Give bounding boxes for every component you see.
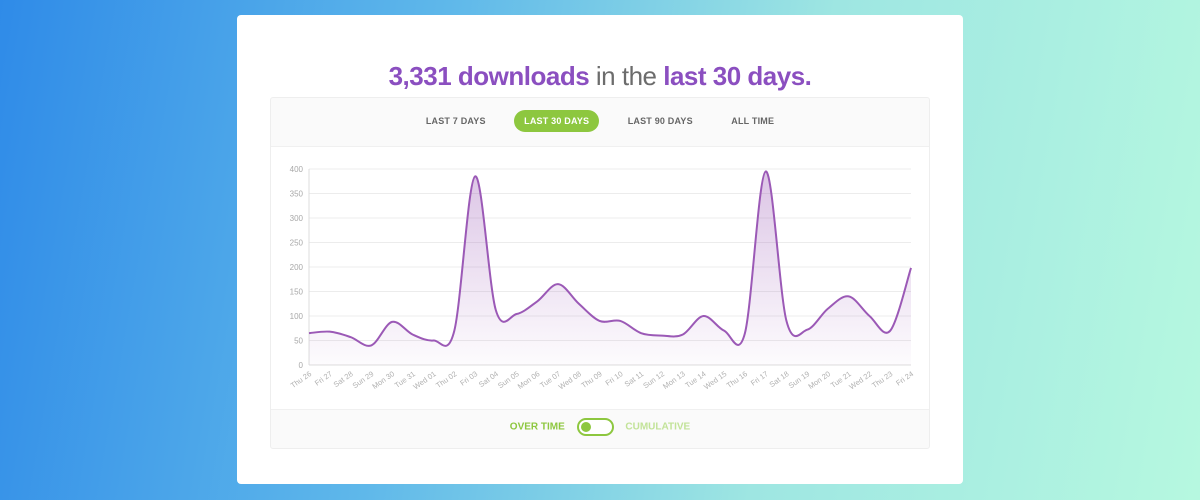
data-point [909, 266, 913, 270]
tab-last-30-days[interactable]: LAST 30 DAYS [514, 110, 600, 132]
data-point [349, 335, 353, 339]
x-tick-label: Mon 30 [371, 369, 397, 391]
x-tick-label: Mon 06 [516, 369, 542, 391]
x-tick-label: Wed 15 [702, 369, 728, 391]
headline: 3,331 downloads in the last 30 days. [237, 61, 963, 92]
data-point [826, 307, 830, 311]
y-tick-label: 100 [290, 312, 304, 321]
x-tick-label: Sat 11 [623, 369, 645, 388]
x-tick-label: Sun 29 [351, 369, 376, 390]
x-tick-label: Fri 24 [894, 369, 915, 387]
data-point [432, 339, 436, 343]
data-point [888, 329, 892, 333]
data-point [577, 302, 581, 306]
y-tick-label: 200 [290, 263, 304, 272]
data-point [681, 333, 685, 337]
data-point [660, 334, 664, 338]
tab-last-90-days[interactable]: LAST 90 DAYS [627, 116, 693, 126]
data-point [867, 314, 871, 318]
downloads-card: 3,331 downloads in the last 30 days. LAS… [237, 15, 963, 484]
y-tick-label: 0 [299, 361, 304, 370]
y-tick-label: 400 [290, 165, 304, 174]
x-tick-label: Sun 12 [641, 369, 666, 390]
data-point [515, 312, 519, 316]
y-tick-label: 50 [294, 337, 303, 346]
x-tick-label: Sat 28 [332, 369, 355, 389]
data-point [701, 314, 705, 318]
data-point [598, 319, 602, 323]
data-point [618, 319, 622, 323]
toggle-knob [580, 422, 591, 432]
data-point [328, 330, 332, 334]
x-tick-label: Fri 27 [313, 369, 334, 387]
data-point [805, 328, 809, 332]
x-tick-label: Mon 20 [806, 369, 832, 391]
data-point [307, 331, 311, 335]
x-tick-label: Mon 13 [661, 369, 687, 391]
plot-area: 0 50 100 150 200 250 300 350 400 Thu 26 Fri 27 Sat … [271, 146, 929, 410]
x-tick-label: Fri 10 [604, 369, 625, 387]
y-tick-label: 150 [290, 288, 304, 297]
data-point [847, 294, 851, 298]
tab-last-7-days[interactable]: LAST 7 DAYS [425, 116, 486, 126]
cumulative-label[interactable]: CUMULATIVE [625, 421, 691, 433]
x-tick-label: Sat 04 [477, 369, 500, 389]
x-tick-label: Sun 19 [787, 369, 812, 390]
data-point [369, 343, 373, 347]
data-point [722, 329, 726, 333]
y-tick-label: 250 [290, 239, 304, 248]
data-point [784, 319, 788, 323]
headline-count: 3,331 downloads [388, 61, 590, 91]
headline-middle: in the [589, 61, 664, 91]
over-time-label[interactable]: OVER TIME [509, 421, 565, 433]
chart-panel: LAST 7 DAYS LAST 30 DAYS LAST 90 DAYS AL… [270, 97, 930, 449]
data-point [473, 174, 477, 178]
x-tick-label: Thu 02 [434, 369, 458, 390]
x-tick-label: Fri 17 [749, 369, 770, 387]
series-area [309, 171, 911, 365]
data-point [639, 331, 643, 335]
x-tick-label: Thu 23 [870, 369, 894, 390]
x-tick-label: Wed 22 [847, 369, 873, 391]
data-point [390, 320, 394, 324]
data-point [743, 331, 747, 335]
x-tick-label: Thu 16 [725, 369, 749, 390]
data-point [535, 299, 539, 303]
y-tick-label: 350 [290, 190, 304, 199]
data-point [764, 169, 768, 173]
x-tick-label: Sun 05 [496, 369, 521, 390]
x-tick-label: Fri 03 [458, 369, 479, 387]
series-line [308, 170, 912, 347]
y-tick-label: 300 [290, 214, 304, 223]
headline-period: last 30 days. [663, 61, 812, 91]
x-tick-label: Wed 08 [557, 369, 583, 391]
data-point [494, 308, 498, 312]
tab-all-time[interactable]: ALL TIME [731, 116, 775, 126]
x-tick-label: Wed 01 [411, 369, 437, 391]
data-point [411, 333, 415, 337]
view-toggle: OVER TIME CUMULATIVE [271, 418, 929, 436]
x-tick-label: Thu 26 [289, 369, 313, 390]
x-tick-label: Thu 09 [579, 369, 603, 390]
cumulative-toggle-switch[interactable] [576, 418, 614, 436]
data-point [556, 282, 560, 286]
x-tick-label: Sat 18 [768, 369, 791, 389]
period-tabs: LAST 7 DAYS LAST 30 DAYS LAST 90 DAYS AL… [271, 110, 929, 132]
data-point [452, 329, 456, 333]
